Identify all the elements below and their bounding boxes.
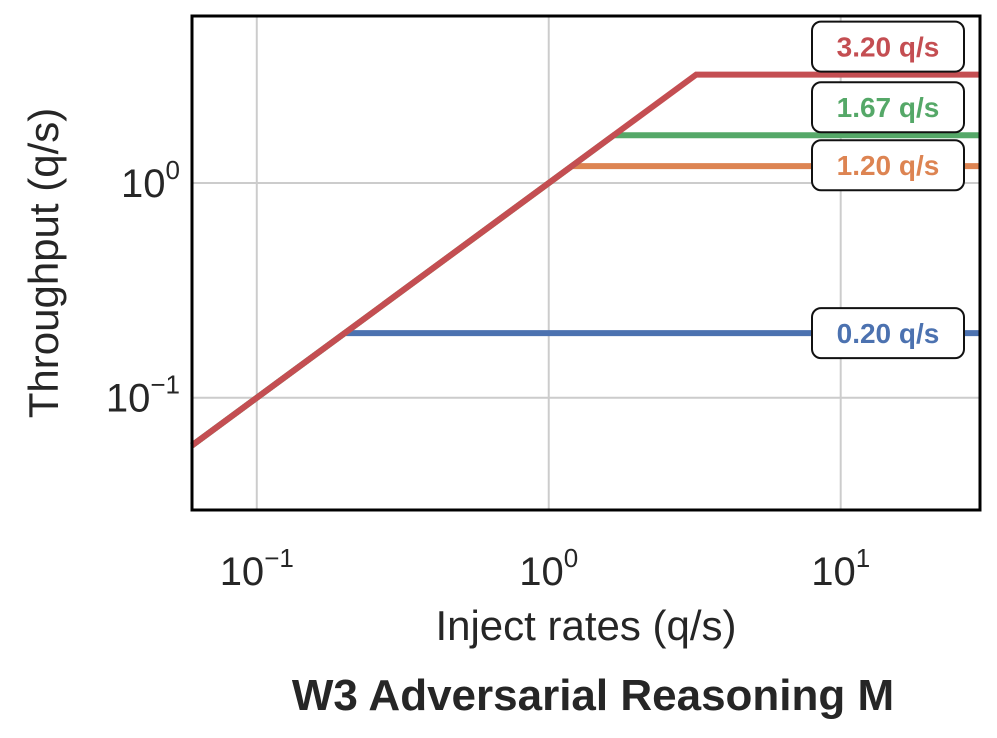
y-tick-base: 10 [121, 162, 166, 206]
x-tick-label-2: 101 [811, 543, 870, 594]
x-tick-base: 10 [519, 550, 564, 594]
series-line-3 [190, 71, 980, 448]
series-line-1 [190, 163, 980, 448]
x-tick-exponent: 1 [856, 543, 870, 573]
chart-title: W3 Adversarial Reasoning M [292, 671, 894, 720]
x-tick-label-0: 10−1 [220, 543, 294, 594]
annotation-label: 1.20 q/s [837, 150, 940, 181]
annotations: 3.20 q/s 1.67 q/s 1.20 q/s 0.20 q/s [811, 20, 965, 360]
annotation-box [811, 307, 965, 360]
y-tick-label-0: 10−1 [106, 370, 180, 421]
y-tick-exponent: 0 [166, 155, 180, 185]
x-tick-exponent: −1 [264, 543, 294, 573]
annotation-box [811, 20, 965, 73]
annotation-3: 3.20 q/s [811, 20, 965, 73]
annotation-box [811, 81, 965, 134]
x-tick-base: 10 [220, 550, 265, 594]
y-tick-label-1: 100 [121, 155, 180, 206]
annotation-label: 0.20 q/s [837, 318, 940, 349]
x-tick-exponent: 0 [564, 543, 578, 573]
plot-frame [190, 14, 982, 512]
annotation-1: 1.20 q/s [811, 139, 965, 192]
annotation-2: 1.67 q/s [811, 81, 965, 134]
y-axis-label: Throughput (q/s) [20, 108, 67, 419]
x-tick-label-1: 100 [519, 543, 578, 594]
x-axis-label: Inject rates (q/s) [435, 602, 736, 649]
x-tick-base: 10 [811, 550, 856, 594]
y-tick-base: 10 [106, 377, 151, 421]
y-tick-exponent: −1 [150, 370, 180, 400]
annotation-box [811, 139, 965, 192]
annotation-label: 3.20 q/s [837, 32, 940, 63]
annotation-0: 0.20 q/s [811, 307, 965, 360]
annotation-label: 1.67 q/s [837, 92, 940, 123]
